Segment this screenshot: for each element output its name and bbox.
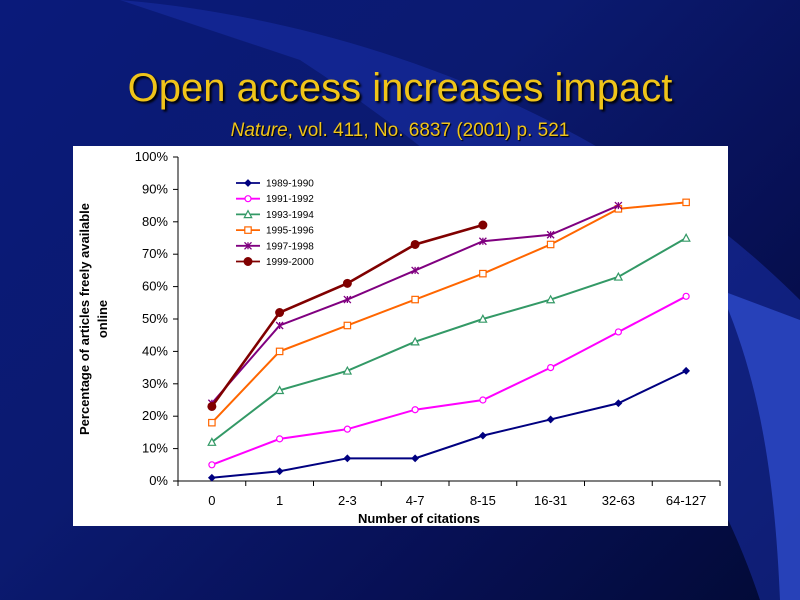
legend-label: 1989-1990 <box>266 179 314 190</box>
data-point <box>244 241 252 250</box>
data-point <box>545 294 556 304</box>
data-point <box>546 230 555 239</box>
x-tick-label: 32-63 <box>602 493 635 508</box>
data-point <box>275 347 284 356</box>
series-line <box>211 201 687 424</box>
data-point <box>547 364 555 372</box>
data-point <box>479 269 487 278</box>
data-point <box>343 321 352 330</box>
data-point <box>243 257 253 266</box>
y-tick-label: 40% <box>142 343 168 358</box>
x-axis-title: Number of citations <box>358 511 480 526</box>
legend-label: 1999-2000 <box>266 257 314 268</box>
data-point <box>411 266 420 275</box>
x-tick-label: 16-31 <box>534 493 567 508</box>
data-point <box>478 220 488 230</box>
y-tick-label: 10% <box>142 441 168 456</box>
data-point <box>244 226 252 234</box>
legend-label: 1995-1996 <box>266 226 314 237</box>
data-point <box>343 454 352 463</box>
data-point <box>342 278 352 288</box>
data-point <box>478 237 487 246</box>
x-tick-label: 1 <box>276 493 283 508</box>
data-point <box>411 406 419 414</box>
series-line <box>211 237 687 443</box>
data-point <box>275 321 284 330</box>
data-point <box>207 401 217 411</box>
slide-title: Open access increases impact <box>127 66 673 110</box>
data-point <box>411 295 419 304</box>
x-tick-label: 2-3 <box>338 493 357 508</box>
y-axis-title: Percentage of articles freely available <box>77 203 92 435</box>
data-point <box>682 198 690 207</box>
data-point <box>208 418 216 427</box>
y-tick-label: 50% <box>142 311 168 326</box>
data-point <box>343 425 351 433</box>
data-point <box>274 385 285 395</box>
data-point <box>546 415 555 424</box>
legend-label: 1997-1998 <box>266 241 314 252</box>
journal-name: Nature <box>230 120 288 141</box>
y-tick-label: 100% <box>135 149 169 164</box>
data-point <box>479 396 487 404</box>
y-tick-label: 60% <box>142 279 168 294</box>
data-point <box>243 209 253 219</box>
y-tick-label: 20% <box>142 408 168 423</box>
data-point <box>546 240 555 249</box>
y-tick-label: 0% <box>149 473 168 488</box>
data-point <box>614 399 623 408</box>
data-point <box>207 473 216 482</box>
data-point <box>343 295 352 304</box>
citation-details: , vol. 411, No. 6837 (2001) p. 521 <box>287 120 570 141</box>
data-point <box>207 437 217 446</box>
data-point <box>244 179 252 187</box>
x-tick-label: 4-7 <box>406 493 425 508</box>
data-point <box>244 195 252 203</box>
data-point <box>342 365 353 375</box>
slide-subtitle: Nature, vol. 411, No. 6837 (2001) p. 521 <box>0 120 800 142</box>
data-point <box>411 454 420 463</box>
y-tick-label: 70% <box>142 246 168 261</box>
y-tick-label: 90% <box>142 181 168 196</box>
data-point <box>275 308 285 318</box>
series-line <box>211 369 687 479</box>
y-axis-title-line-2: online <box>95 300 110 338</box>
data-point <box>682 292 690 300</box>
series-line <box>211 295 687 466</box>
data-point <box>614 328 622 336</box>
data-point <box>613 271 624 281</box>
chart-panel: 0% 10% 20% 30% 40% 50% 60% 70% 80% 90% 100% 0 1 2-3 4-… <box>73 146 728 526</box>
y-tick-label: 30% <box>142 376 168 391</box>
x-tick-label: 8-15 <box>470 493 496 508</box>
x-tick-label: 64-127 <box>666 493 706 508</box>
data-point <box>208 461 216 469</box>
data-point <box>275 467 284 476</box>
data-point <box>614 201 623 210</box>
data-point <box>478 431 487 440</box>
x-tick-label: 0 <box>208 493 215 508</box>
data-point <box>682 366 691 375</box>
y-tick-label: 80% <box>142 214 168 229</box>
data-point <box>276 435 284 443</box>
data-point <box>478 314 488 323</box>
data-point <box>410 239 420 249</box>
data-point <box>681 233 691 242</box>
legend-label: 1993-1994 <box>266 210 314 221</box>
line-chart: 0% 10% 20% 30% 40% 50% 60% 70% 80% 90% 100% 0 1 2-3 4-… <box>77 149 721 526</box>
data-point <box>410 336 420 346</box>
legend-label: 1991-1992 <box>266 194 314 205</box>
